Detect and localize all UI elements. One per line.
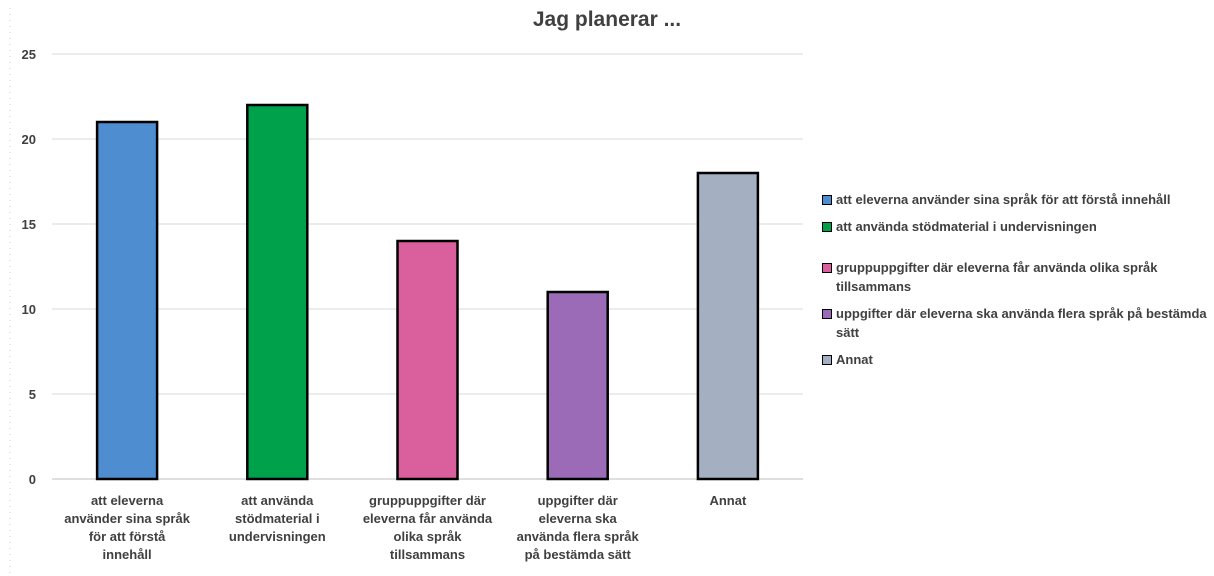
chart-title: Jag planerar ... [532, 8, 682, 31]
x-tick-label: gruppuppgifter där [369, 493, 486, 508]
legend-swatch [822, 355, 832, 365]
legend-swatch [822, 195, 832, 205]
legend-label: att eleverna använder sina språk för att… [836, 192, 1171, 207]
bar [546, 290, 609, 481]
legend-item: uppgifter där eleverna ska använda flera… [822, 304, 1214, 342]
x-tick-label: för att förstå [89, 529, 166, 544]
legend-label: att använda stödmaterial i undervisninge… [836, 219, 1097, 234]
legend-item: att använda stödmaterial i undervisninge… [822, 217, 1214, 236]
x-tick-label: innehåll [103, 547, 152, 562]
bar [696, 171, 760, 481]
x-tick-label: olika språk [394, 529, 463, 544]
y-tick-label: 15 [22, 217, 36, 232]
x-tick-label: Annat [709, 493, 747, 508]
x-tick-label: tillsammans [390, 547, 465, 562]
x-tick-label: att använda [241, 493, 314, 508]
legend-label: gruppuppgifter där eleverna får använda … [836, 260, 1158, 294]
legend-item: att eleverna använder sina språk för att… [822, 190, 1214, 209]
legend-label: uppgifter där eleverna ska använda flera… [836, 306, 1207, 340]
x-tick-label: använder sina språk [64, 511, 190, 526]
x-tick-label: använda flera språk [517, 529, 640, 544]
bar [246, 103, 309, 481]
x-tick-label: stödmaterial i [235, 511, 320, 526]
legend-swatch [822, 222, 832, 232]
legend-item: Annat [822, 350, 1214, 369]
bar [396, 239, 459, 481]
y-tick-label: 25 [22, 47, 36, 62]
bar [95, 120, 159, 481]
legend-swatch [822, 309, 832, 319]
legend: att eleverna använder sina språk för att… [822, 190, 1214, 377]
x-tick-label: eleverna får använda [363, 511, 493, 526]
plot-area: 0 5 10 15 20 25 att eleverna använder sina språ… [9, 8, 803, 576]
y-tick-label: 5 [29, 387, 36, 402]
legend-label: Annat [836, 352, 873, 367]
y-tick-label: 0 [29, 472, 36, 487]
legend-swatch [822, 263, 832, 273]
x-tick-label: att eleverna [91, 493, 164, 508]
x-tick-label: undervisningen [229, 529, 326, 544]
legend-item: gruppuppgifter där eleverna får använda … [822, 258, 1214, 296]
x-tick-label: eleverna ska [539, 511, 618, 526]
y-tick-label: 10 [22, 302, 36, 317]
y-tick-label: 20 [22, 132, 36, 147]
x-tick-label: på bestämda sätt [525, 547, 632, 562]
x-tick-label: uppgifter där [538, 493, 618, 508]
